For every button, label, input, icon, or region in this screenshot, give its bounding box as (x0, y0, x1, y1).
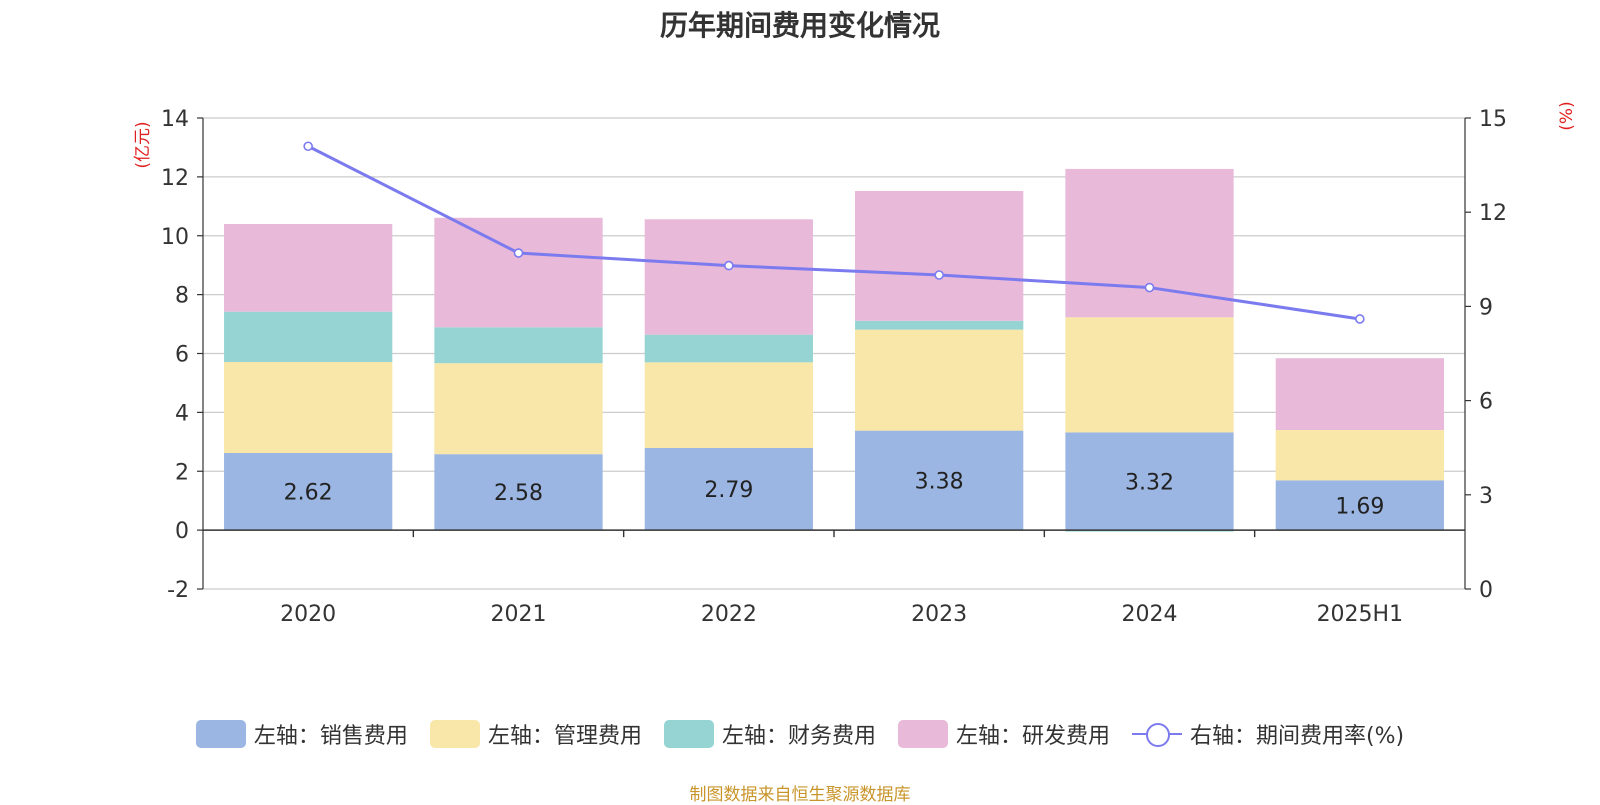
bar-3-2020 (224, 223, 393, 312)
legend-label-sales: 左轴：销售费用 (253, 724, 408, 749)
bar-data-label: 1.69 (1335, 494, 1384, 519)
legend-label-finance: 左轴：财务费用 (721, 724, 876, 749)
bar-3-2022 (644, 219, 813, 335)
left-axis-tick-label: 12 (161, 166, 189, 191)
legend-item-expense-rate[interactable]: 右轴：期间费用率(%) (1131, 718, 1405, 750)
left-axis-unit-label: (亿元) (133, 121, 153, 168)
left-axis-tick-label: 10 (161, 225, 189, 250)
bar-data-label: 2.58 (494, 481, 543, 506)
right-axis-tick-label: 9 (1479, 295, 1493, 320)
bar-0-2024 (1065, 432, 1234, 531)
right-axis-tick-label: 3 (1479, 484, 1493, 509)
bar-1-2020 (224, 362, 393, 453)
legend-label-expense-rate: 右轴：期间费用率(%) (1189, 724, 1405, 749)
bar-1-2024 (1065, 317, 1234, 433)
left-axis-tick-label: 14 (161, 107, 189, 132)
left-axis-tick-label: 4 (175, 401, 189, 426)
x-axis-tick-label: 2023 (911, 602, 967, 627)
x-axis-tick-label: 2025H1 (1317, 602, 1404, 627)
x-axis-tick-label: 2021 (491, 602, 547, 627)
legend-line-marker-icon (1131, 720, 1182, 748)
left-axis-tick-label: -2 (167, 578, 189, 603)
legend-item-admin[interactable]: 左轴：管理费用 (429, 718, 642, 750)
expense-rate-point (1144, 282, 1155, 293)
right-axis-tick-label: 15 (1479, 107, 1507, 132)
expense-rate-point (724, 260, 734, 271)
expense-rate-line (307, 144, 1361, 321)
legend-item-sales[interactable]: 左轴：销售费用 (195, 718, 408, 750)
bar-0-2020 (224, 452, 393, 531)
bar-data-label: 3.38 (915, 469, 964, 494)
bar-1-2025H1 (1275, 430, 1444, 481)
bar-0-2025H1 (1275, 480, 1444, 531)
legend-label-admin: 左轴：管理费用 (487, 724, 642, 749)
bar-2-2024 (1065, 530, 1234, 532)
left-axis-tick-label: 2 (175, 460, 189, 485)
left-axis-tick-label: 8 (175, 284, 189, 309)
x-axis-tick-label: 2022 (701, 602, 757, 627)
bar-0-2021 (434, 454, 603, 531)
legend-swatch-finance (663, 720, 714, 748)
bar-2-2023 (855, 320, 1024, 330)
bar-3-2025H1 (1275, 358, 1444, 431)
bar-2-2022 (644, 334, 813, 363)
expense-rate-point (1355, 314, 1365, 324)
x-axis-tick-label: 2020 (280, 602, 336, 627)
bar-data-label: 3.32 (1125, 470, 1174, 495)
expense-rate-point (513, 248, 524, 258)
legend-swatch-admin (429, 720, 480, 748)
bar-0-2022 (644, 447, 813, 531)
legend-item-rnd[interactable]: 左轴：研发费用 (897, 718, 1110, 750)
bar-2-2021 (434, 327, 603, 364)
legend: 左轴：销售费用 左轴：管理费用 左轴：财务费用 左轴：研发费用 右轴：期间费用率… (0, 718, 1600, 750)
chart-title: 历年期间费用变化情况 (659, 9, 940, 42)
bar-3-2021 (434, 217, 603, 328)
bar-2-2020 (224, 311, 393, 363)
source-note: 制图数据来自恒生聚源数据库 (689, 785, 911, 805)
expense-rate-point (934, 270, 944, 280)
bar-1-2022 (644, 362, 813, 448)
bar-0-2023 (855, 430, 1024, 531)
legend-label-rnd: 左轴：研发费用 (955, 724, 1110, 749)
bar-data-label: 2.79 (704, 478, 753, 503)
legend-swatch-rnd (897, 720, 948, 748)
bar-3-2024 (1065, 168, 1234, 318)
bar-data-label: 2.62 (284, 481, 333, 506)
x-axis-tick-label: 2024 (1122, 602, 1178, 627)
right-axis-tick-label: 6 (1479, 390, 1493, 415)
bar-3-2023 (855, 191, 1024, 321)
left-axis-tick-label: 6 (175, 343, 189, 368)
legend-item-finance[interactable]: 左轴：财务费用 (663, 718, 876, 750)
expense-rate-point (303, 141, 313, 152)
right-axis-unit-label: (%) (1557, 101, 1577, 130)
legend-swatch-sales (195, 720, 246, 748)
right-axis-tick-label: 12 (1479, 201, 1507, 226)
bar-1-2021 (434, 363, 603, 455)
right-axis-tick-label: 0 (1479, 578, 1493, 603)
bar-1-2023 (855, 329, 1024, 431)
left-axis-tick-label: 0 (175, 519, 189, 544)
